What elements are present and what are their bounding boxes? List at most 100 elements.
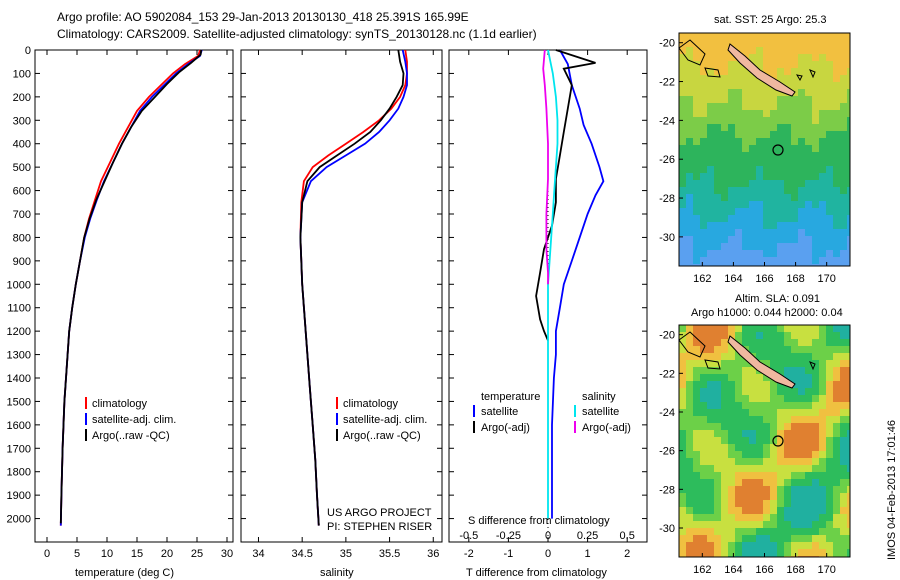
map-cell [791, 486, 798, 493]
map-cell [735, 40, 742, 47]
map-cell [812, 542, 819, 549]
map-cell [819, 47, 826, 54]
map-cell [756, 166, 763, 173]
map-cell [819, 208, 826, 215]
salinity-axes-frame [240, 49, 443, 543]
map-cell [735, 89, 742, 96]
map-cell [686, 47, 693, 54]
map-cell [693, 187, 700, 194]
map-cell [812, 131, 819, 138]
map-cell [763, 507, 770, 514]
map-cell [749, 33, 756, 40]
y-tick-label: 1300 [7, 350, 31, 362]
map-cell [819, 138, 826, 145]
map-cell [763, 54, 770, 61]
map-cell [742, 542, 749, 549]
map-cell [693, 215, 700, 222]
map-cell [686, 458, 693, 465]
map-cell [679, 89, 686, 96]
map-cell [812, 145, 819, 152]
map-cell [791, 360, 798, 367]
argo-adj-line [535, 49, 596, 341]
map-cell [728, 145, 735, 152]
map-cell [798, 430, 805, 437]
map-cell [707, 40, 714, 47]
map-cell [728, 388, 735, 395]
map-cell [686, 201, 693, 208]
map-cell [707, 47, 714, 54]
map-cell [819, 409, 826, 416]
map-cell [826, 110, 833, 117]
map-cell [847, 332, 850, 339]
map-cell [840, 208, 847, 215]
map-cell [763, 353, 770, 360]
map-cell [840, 472, 847, 479]
map-cell [847, 124, 850, 131]
map-cell [679, 402, 686, 409]
map-cell [784, 236, 791, 243]
map-cell [749, 40, 756, 47]
map-cell [791, 325, 798, 332]
map-cell [826, 346, 833, 353]
map-cell [693, 479, 700, 486]
map-cell [826, 381, 833, 388]
satellite-line [551, 49, 605, 519]
map-cell [777, 145, 784, 152]
map-cell [805, 395, 812, 402]
map-cell [777, 250, 784, 257]
map-cell [721, 458, 728, 465]
map-cell [784, 243, 791, 250]
map-cell [714, 103, 721, 110]
map-cell [756, 458, 763, 465]
map-cell [721, 131, 728, 138]
map-cell [679, 416, 686, 423]
map-cell [721, 229, 728, 236]
map-cell [714, 465, 721, 472]
map-cell [833, 542, 840, 549]
map-cell [819, 465, 826, 472]
map-cell [707, 535, 714, 542]
temperature-legend: climatology satellite-adj. clim. Argo(..… [85, 397, 176, 442]
map-cell [805, 325, 812, 332]
map-cell [679, 339, 686, 346]
map-cell [826, 33, 833, 40]
map-cell [721, 138, 728, 145]
map-cell [819, 325, 826, 332]
map-cell [833, 138, 840, 145]
map-cell [749, 535, 756, 542]
map-cell [693, 173, 700, 180]
map-cell [707, 89, 714, 96]
map-cell [728, 117, 735, 124]
map-cell [847, 215, 850, 222]
map-cell [770, 89, 777, 96]
map-cell [770, 159, 777, 166]
map-cell [700, 33, 707, 40]
map-cell [805, 243, 812, 250]
map-cell [686, 339, 693, 346]
map-cell [721, 346, 728, 353]
map-cell [707, 472, 714, 479]
map-cell [686, 325, 693, 332]
map-cell [693, 138, 700, 145]
map-cell [693, 236, 700, 243]
map-cell [749, 208, 756, 215]
map-cell [686, 180, 693, 187]
map-cell [735, 395, 742, 402]
map-cell [679, 61, 686, 68]
map-cell [777, 173, 784, 180]
map-cell [805, 124, 812, 131]
map-cell [777, 493, 784, 500]
map-cell [721, 201, 728, 208]
map-cell [707, 416, 714, 423]
map-cell [784, 264, 791, 266]
map-cell [742, 416, 749, 423]
map-cell [805, 367, 812, 374]
t-difference-xlabel: T difference from climatology [466, 567, 607, 579]
map-cell [749, 166, 756, 173]
map-cell [833, 229, 840, 236]
top-tick-label: -0.25 [496, 530, 521, 542]
map-cell [714, 479, 721, 486]
map-cell [756, 180, 763, 187]
map-cell [833, 145, 840, 152]
map-cell [707, 33, 714, 40]
